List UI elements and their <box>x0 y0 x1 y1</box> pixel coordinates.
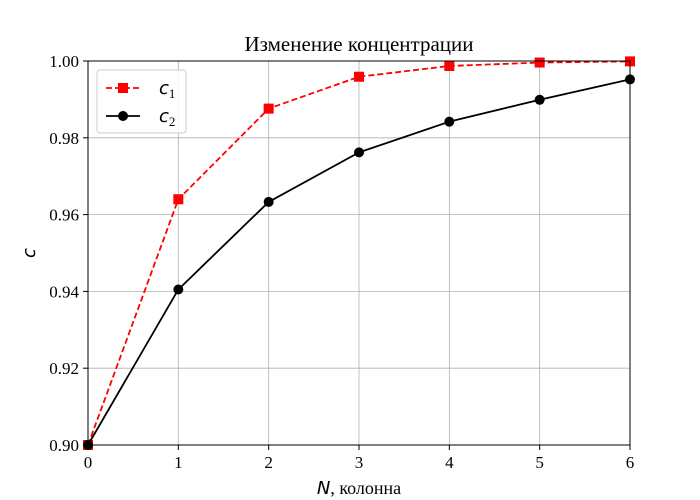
series-2-point <box>263 196 274 207</box>
x-tick-label: 6 <box>626 453 635 472</box>
x-tick-label: 1 <box>174 453 183 472</box>
series-1-point <box>354 71 364 82</box>
y-tick-label: 1.00 <box>49 52 79 71</box>
legend-marker <box>118 111 128 121</box>
series-1-point <box>444 60 455 71</box>
legend-item-1: c1 <box>106 78 175 101</box>
y-tick-label: 0.90 <box>49 436 79 455</box>
x-tick-label: 2 <box>264 453 273 472</box>
ticks: 0 1 2 3 4 5 6 0.90 0.92 0.94 0.96 0.98 1.00 <box>49 52 634 472</box>
series-2 <box>83 74 635 450</box>
y-tick-label: 0.98 <box>49 129 79 148</box>
series-1-point <box>263 103 274 114</box>
x-tick-label: 5 <box>535 453 544 472</box>
y-axis-label: c <box>19 248 40 258</box>
x-axis-label: N, колонна <box>317 478 401 499</box>
y-tick-label: 0.92 <box>49 359 79 378</box>
x-tick-label: 3 <box>355 453 364 472</box>
series-2-point <box>173 284 184 295</box>
y-tick-label: 0.96 <box>49 206 79 225</box>
chart-title: Изменение концентрации <box>244 32 473 56</box>
legend-label: c2 <box>159 106 175 129</box>
legend-marker <box>118 83 128 93</box>
y-tick-label: 0.94 <box>49 282 79 301</box>
x-tick-label: 4 <box>445 453 454 472</box>
legend-item-2: c2 <box>106 106 175 129</box>
series-1-point <box>534 57 545 68</box>
series-2-point <box>354 147 364 158</box>
series-2-point <box>534 94 545 105</box>
x-tick-label: 0 <box>84 453 93 472</box>
series-layer <box>83 56 635 450</box>
series-1-point <box>173 194 184 205</box>
legend-label: c1 <box>159 78 175 101</box>
series-2-point <box>444 116 455 127</box>
